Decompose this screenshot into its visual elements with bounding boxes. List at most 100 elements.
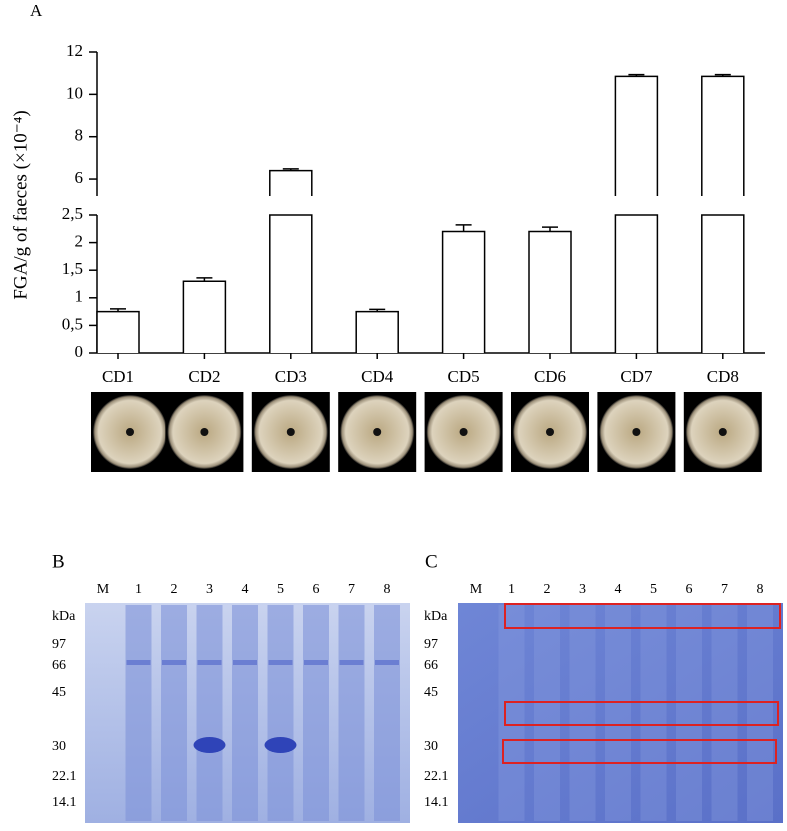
error-bar	[196, 277, 213, 282]
gel-band	[193, 737, 226, 753]
marker-label: 66	[52, 658, 66, 673]
gel-lane	[676, 605, 702, 821]
bar	[701, 75, 745, 353]
gel-band	[264, 737, 297, 753]
y-tick-label: 10	[66, 83, 83, 102]
lane-label: 6	[313, 582, 320, 597]
lane-label: 8	[757, 582, 764, 597]
gel-band	[268, 660, 293, 665]
lane-label: 2	[544, 582, 551, 597]
lane-label: 8	[384, 582, 391, 597]
marker-label: 97	[424, 637, 438, 652]
highlight-box	[504, 701, 779, 726]
dish-well	[459, 428, 468, 436]
marker-label: 30	[52, 739, 66, 754]
error-bar	[369, 308, 386, 312]
gel-band	[304, 660, 328, 665]
lane-label: 1	[508, 582, 515, 597]
dish-well	[718, 428, 727, 436]
lane-label: 3	[206, 582, 213, 597]
gel-lane	[747, 605, 773, 821]
y-tick-label: 0	[75, 342, 84, 361]
petri-dishes	[91, 392, 762, 472]
y-tick-label: 1,5	[62, 259, 83, 278]
bar	[96, 310, 140, 353]
bar	[182, 280, 227, 353]
lane-label: 1	[135, 582, 142, 597]
y-tick-label: 8	[75, 126, 84, 145]
marker-label: 14.1	[52, 795, 77, 810]
highlight-box	[502, 739, 777, 764]
x-tick-label: CD6	[534, 367, 566, 386]
marker-label: 14.1	[424, 795, 449, 810]
marker-label: 22.1	[52, 769, 77, 784]
dish-well	[126, 428, 134, 436]
bar	[355, 310, 399, 353]
y-tick-label: 2,5	[62, 204, 83, 223]
gel-lane	[569, 605, 596, 821]
gel-band	[375, 660, 399, 665]
gel-lane	[605, 605, 631, 821]
marker-label: 97	[52, 637, 66, 652]
highlight-box	[504, 603, 781, 629]
dish-well	[200, 428, 209, 436]
gel-lane	[267, 605, 294, 821]
y-tick-label: 1	[75, 287, 84, 306]
y-tick-label: 2	[75, 232, 84, 251]
panel-label: C	[425, 551, 438, 572]
gel-band	[126, 660, 151, 665]
gel-lane	[338, 605, 365, 821]
x-tick-label: CD7	[620, 367, 653, 386]
gel-lane	[161, 605, 187, 821]
panel-label: B	[52, 551, 65, 572]
marker-label: kDa	[52, 609, 76, 624]
marker-label: 30	[424, 739, 438, 754]
error-bar	[542, 226, 558, 232]
x-tick-label: CD4	[361, 367, 394, 386]
lane-label: M	[97, 582, 110, 597]
lane-label: M	[470, 582, 483, 597]
bar-chart: 0 0,5 1 1,5 2 2,5 6 8 10 12 CD1 CD2 CD3 CD4 CD5 CD6 CD7 C…	[62, 41, 765, 386]
x-tick-label: CD1	[102, 367, 134, 386]
lane-label: 4	[615, 582, 622, 597]
y-tick-label: 0,5	[62, 314, 83, 333]
gel-lane	[640, 605, 667, 821]
bar	[614, 75, 659, 353]
error-bar	[714, 73, 731, 77]
y-tick-label: 6	[75, 168, 84, 187]
gel-lane	[303, 605, 329, 821]
x-tick-label: CD3	[275, 367, 307, 386]
lane-label: 5	[277, 582, 284, 597]
dish-well	[373, 428, 382, 436]
lane-label: 2	[171, 582, 178, 597]
y-axis-label: FGA/g of faeces (×10⁻⁴)	[10, 110, 31, 299]
dish-well	[286, 428, 295, 436]
x-tick-label: CD2	[188, 367, 220, 386]
gel-image	[458, 603, 783, 823]
lane-label: 7	[348, 582, 355, 597]
error-bar	[282, 168, 299, 171]
gel-band	[197, 660, 222, 665]
gel-lane	[534, 605, 560, 821]
panel-label: A	[30, 1, 43, 20]
gel-band	[162, 660, 186, 665]
gel-lane	[232, 605, 258, 821]
marker-label: 66	[424, 658, 438, 673]
gel-lane	[498, 605, 525, 821]
lane-label: 6	[686, 582, 693, 597]
gel-lane	[374, 605, 400, 821]
lane-label: 3	[579, 582, 586, 597]
bar	[441, 230, 486, 353]
lane-label: 5	[650, 582, 657, 597]
bar	[269, 169, 313, 353]
gel-lane	[196, 605, 223, 821]
y-tick-label: 12	[66, 41, 83, 60]
marker-label: 45	[52, 685, 66, 700]
bar	[528, 230, 572, 353]
x-tick-label: CD8	[707, 367, 739, 386]
marker-label: kDa	[424, 609, 448, 624]
error-bar	[110, 308, 126, 312]
gel-lane	[711, 605, 738, 821]
